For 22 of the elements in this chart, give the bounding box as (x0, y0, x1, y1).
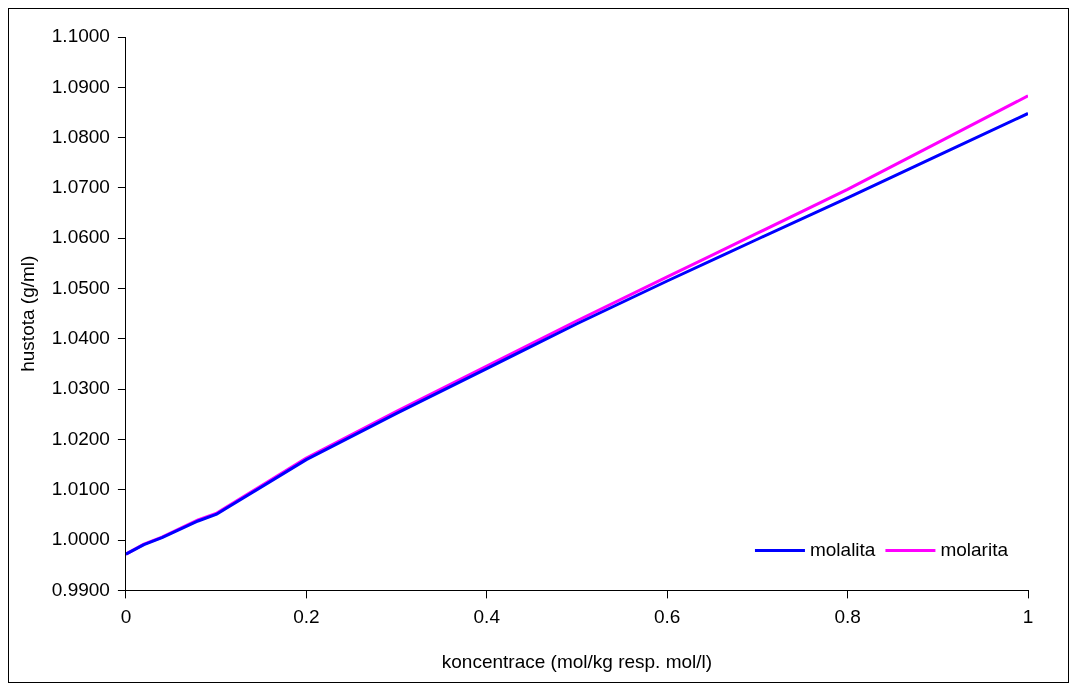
y-tick-label: 1.1000 (51, 25, 110, 47)
y-tick-label: 1.0000 (51, 528, 110, 550)
y-tick-label: 1.0600 (51, 226, 110, 248)
x-axis-title: koncentrace (mol/kg resp. mol/l) (441, 650, 713, 672)
x-tick-label: 0.8 (834, 606, 861, 628)
y-tick-label: 1.0800 (51, 125, 110, 147)
y-tick-label: 0.9900 (51, 578, 110, 600)
y-tick-label: 1.0400 (51, 327, 110, 349)
x-tick-label: 0.2 (293, 606, 320, 628)
y-tick-label: 1.0900 (51, 75, 110, 97)
y-tick-label: 1.0500 (51, 276, 110, 298)
y-axis-title: hustota (g/ml) (16, 255, 38, 372)
y-tick-label: 1.0300 (51, 377, 110, 399)
y-tick-label: 1.0200 (51, 427, 110, 449)
x-tick-label: 0.4 (473, 606, 501, 628)
y-tick-label: 1.0700 (51, 176, 110, 198)
legend-label: molalita (809, 538, 876, 560)
legend-label: molarita (940, 538, 1009, 560)
y-tick-label: 1.0100 (51, 478, 110, 500)
x-tick-label: 1 (1022, 606, 1034, 628)
x-tick-label: 0.6 (653, 606, 681, 628)
x-tick-label: 0 (120, 606, 132, 628)
